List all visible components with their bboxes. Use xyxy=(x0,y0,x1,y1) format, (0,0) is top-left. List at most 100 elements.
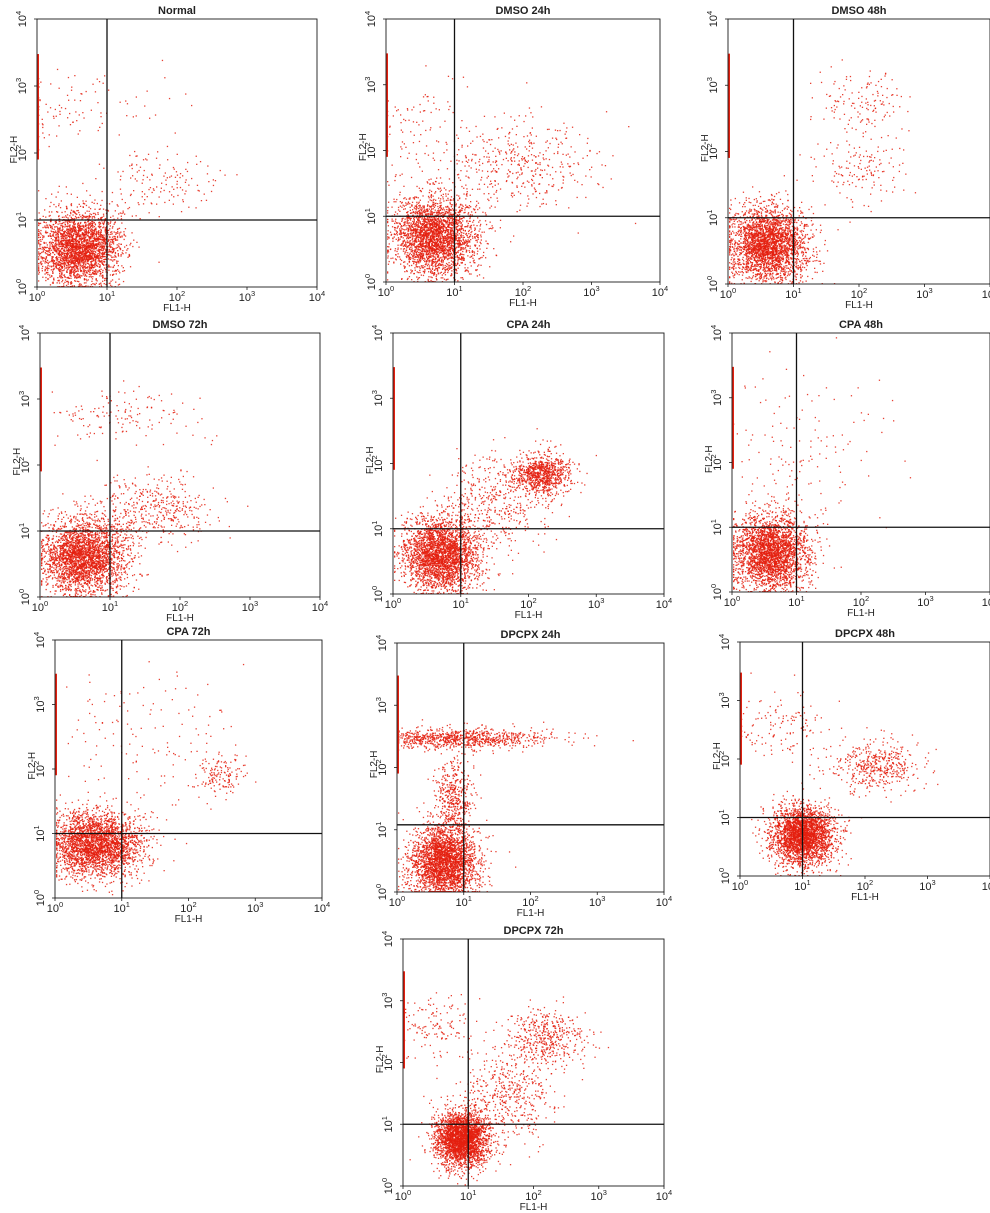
data-point xyxy=(407,233,409,235)
data-point xyxy=(102,222,105,225)
data-point xyxy=(440,252,442,254)
data-point xyxy=(101,262,103,264)
data-point xyxy=(420,223,422,225)
data-point xyxy=(68,240,71,242)
data-point xyxy=(82,202,85,205)
data-point xyxy=(428,197,430,199)
data-point xyxy=(51,265,53,267)
data-point xyxy=(90,261,92,263)
data-point xyxy=(72,237,74,239)
data-point xyxy=(71,86,73,88)
data-point xyxy=(77,262,80,265)
data-point xyxy=(44,226,46,228)
data-point xyxy=(425,214,427,216)
data-point xyxy=(86,258,88,260)
data-point xyxy=(425,253,427,256)
data-point xyxy=(397,206,400,209)
data-point xyxy=(97,212,99,214)
data-point xyxy=(92,269,94,271)
data-point xyxy=(42,251,44,253)
data-point xyxy=(60,107,63,109)
data-point xyxy=(71,218,73,220)
data-point xyxy=(144,199,146,201)
data-point xyxy=(81,252,84,254)
data-point xyxy=(74,262,76,264)
data-point xyxy=(68,241,70,243)
data-point xyxy=(444,227,446,229)
data-point xyxy=(65,216,67,218)
data-point xyxy=(53,245,55,248)
data-point xyxy=(448,226,450,228)
data-point xyxy=(64,230,67,233)
data-point xyxy=(440,228,442,230)
data-point xyxy=(79,237,82,240)
data-point xyxy=(84,240,86,242)
data-point xyxy=(131,163,133,165)
data-point xyxy=(65,248,67,250)
data-point xyxy=(431,262,433,265)
data-point xyxy=(77,280,79,282)
data-point xyxy=(169,176,171,178)
data-point xyxy=(409,203,411,205)
data-point xyxy=(58,231,61,233)
data-point xyxy=(83,278,86,280)
data-point xyxy=(97,271,99,273)
data-point xyxy=(414,255,417,257)
data-point xyxy=(452,262,455,264)
data-point xyxy=(433,206,436,208)
data-point xyxy=(79,254,82,257)
data-point xyxy=(431,246,433,248)
data-point xyxy=(72,121,74,123)
data-point xyxy=(62,242,64,245)
data-point xyxy=(432,205,434,207)
data-point xyxy=(452,239,454,241)
data-point xyxy=(438,260,440,262)
data-point xyxy=(456,222,458,224)
data-point xyxy=(404,197,406,199)
data-point xyxy=(477,238,479,240)
data-point xyxy=(68,248,70,250)
data-point xyxy=(436,223,438,225)
data-point xyxy=(127,248,129,250)
data-point xyxy=(430,264,433,266)
data-point xyxy=(473,219,475,222)
data-point xyxy=(428,250,430,252)
data-point xyxy=(93,233,95,235)
data-point xyxy=(95,269,97,271)
data-point xyxy=(392,257,394,259)
data-point xyxy=(84,238,86,240)
data-point xyxy=(470,224,473,227)
data-point xyxy=(461,207,463,209)
data-point xyxy=(414,241,416,243)
data-point xyxy=(73,221,75,223)
data-point xyxy=(47,250,49,252)
data-point xyxy=(448,257,450,260)
data-point xyxy=(108,266,110,268)
data-point xyxy=(82,235,84,237)
data-point xyxy=(469,220,471,222)
data-point xyxy=(85,261,87,263)
data-point xyxy=(472,254,474,256)
data-point xyxy=(458,228,461,230)
data-point xyxy=(49,246,51,248)
data-point xyxy=(425,231,427,233)
data-point xyxy=(74,223,76,226)
data-point xyxy=(102,247,104,249)
data-point xyxy=(84,273,86,276)
data-point xyxy=(79,249,81,251)
data-point xyxy=(67,262,69,264)
data-point xyxy=(101,286,103,287)
data-point xyxy=(440,189,442,191)
data-point xyxy=(444,268,446,271)
data-point xyxy=(387,181,389,183)
data-point xyxy=(426,237,428,239)
data-point xyxy=(84,270,86,272)
data-point xyxy=(60,260,63,262)
data-point xyxy=(89,208,92,210)
data-point xyxy=(200,200,203,202)
data-point xyxy=(150,202,152,204)
data-point xyxy=(67,235,69,237)
data-point xyxy=(427,245,429,247)
data-point xyxy=(427,279,429,282)
data-point xyxy=(82,258,84,260)
